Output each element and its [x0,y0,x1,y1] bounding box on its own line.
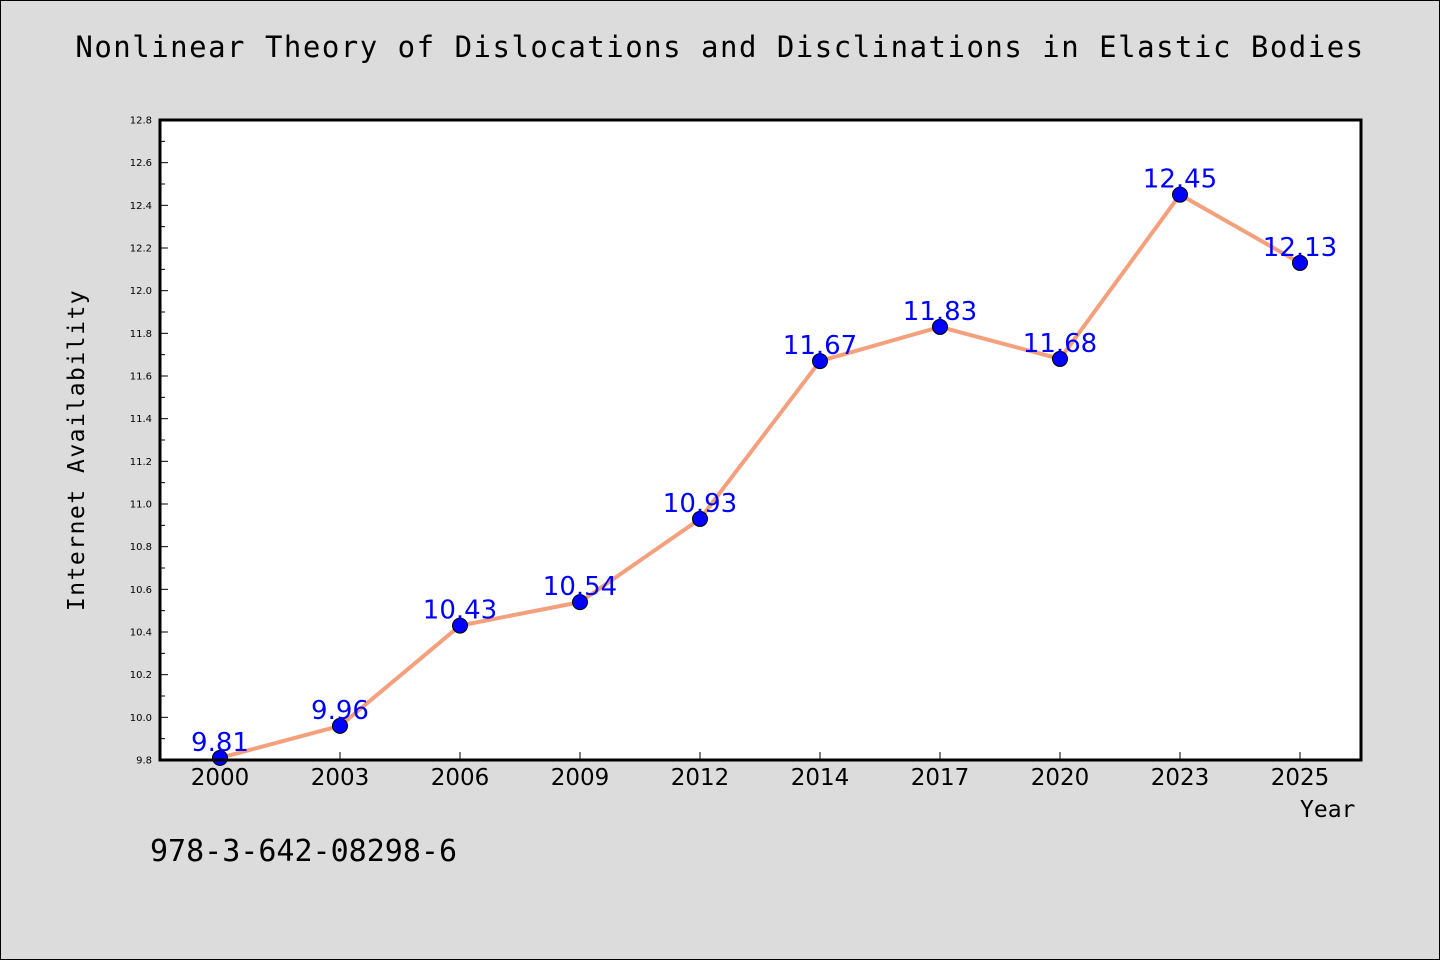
x-tick-label: 2014 [791,765,850,791]
x-tick-label: 2012 [671,765,730,791]
data-point [572,594,588,611]
y-tick-label: 12.4 [130,201,152,212]
data-point [1052,350,1068,367]
y-tick-label: 10.8 [130,542,152,553]
data-label: 10.93 [663,489,737,519]
y-tick-label: 12.0 [130,286,152,297]
data-label: 11.68 [1023,329,1097,359]
y-tick-label: 11.6 [130,372,152,383]
data-label: 12.45 [1143,165,1217,195]
y-tick-label: 9.8 [136,756,152,767]
y-tick-label: 10.2 [130,670,152,681]
y-tick-label: 11.2 [130,457,152,468]
x-tick-label: 2000 [191,765,250,791]
y-tick-label: 11.8 [130,329,152,340]
data-label: 10.43 [423,596,497,626]
x-tick-label: 2003 [311,765,370,791]
x-tick-label: 2020 [1031,765,1090,791]
data-point [1172,186,1188,203]
y-tick-label: 10.6 [130,585,152,596]
data-label: 9.96 [311,696,369,726]
y-tick-label: 11.0 [130,500,152,511]
x-tick-label: 2025 [1271,765,1330,791]
data-label: 11.67 [783,331,857,361]
y-tick-label: 12.2 [130,244,152,255]
x-tick-label: 2006 [431,765,490,791]
data-point [692,510,708,527]
data-point [932,318,948,335]
y-tick-label: 10.4 [130,628,152,639]
data-label: 9.81 [191,728,249,758]
data-point [452,617,468,634]
data-point [812,353,828,370]
x-tick-label: 2017 [911,765,970,791]
data-point [1292,254,1308,271]
series-line [218,192,1302,760]
y-tick-label: 10.0 [130,713,152,724]
data-label: 10.54 [543,572,617,602]
isbn-footer: 978-3-642-08298-6 [150,834,458,869]
data-label: 11.83 [903,297,977,327]
x-axis-label: Year [1300,797,1356,823]
data-point [212,749,228,766]
x-tick-label: 2023 [1151,765,1210,791]
plot-border [158,118,1363,762]
y-tick-label: 12.8 [130,116,152,127]
x-tick-label: 2009 [551,765,610,791]
data-label: 12.13 [1263,233,1337,263]
chart-title: Nonlinear Theory of Dislocations and Dis… [75,30,1365,64]
y-tick-label: 11.4 [130,414,152,425]
data-point [332,717,348,734]
y-tick-label: 12.6 [130,158,152,169]
